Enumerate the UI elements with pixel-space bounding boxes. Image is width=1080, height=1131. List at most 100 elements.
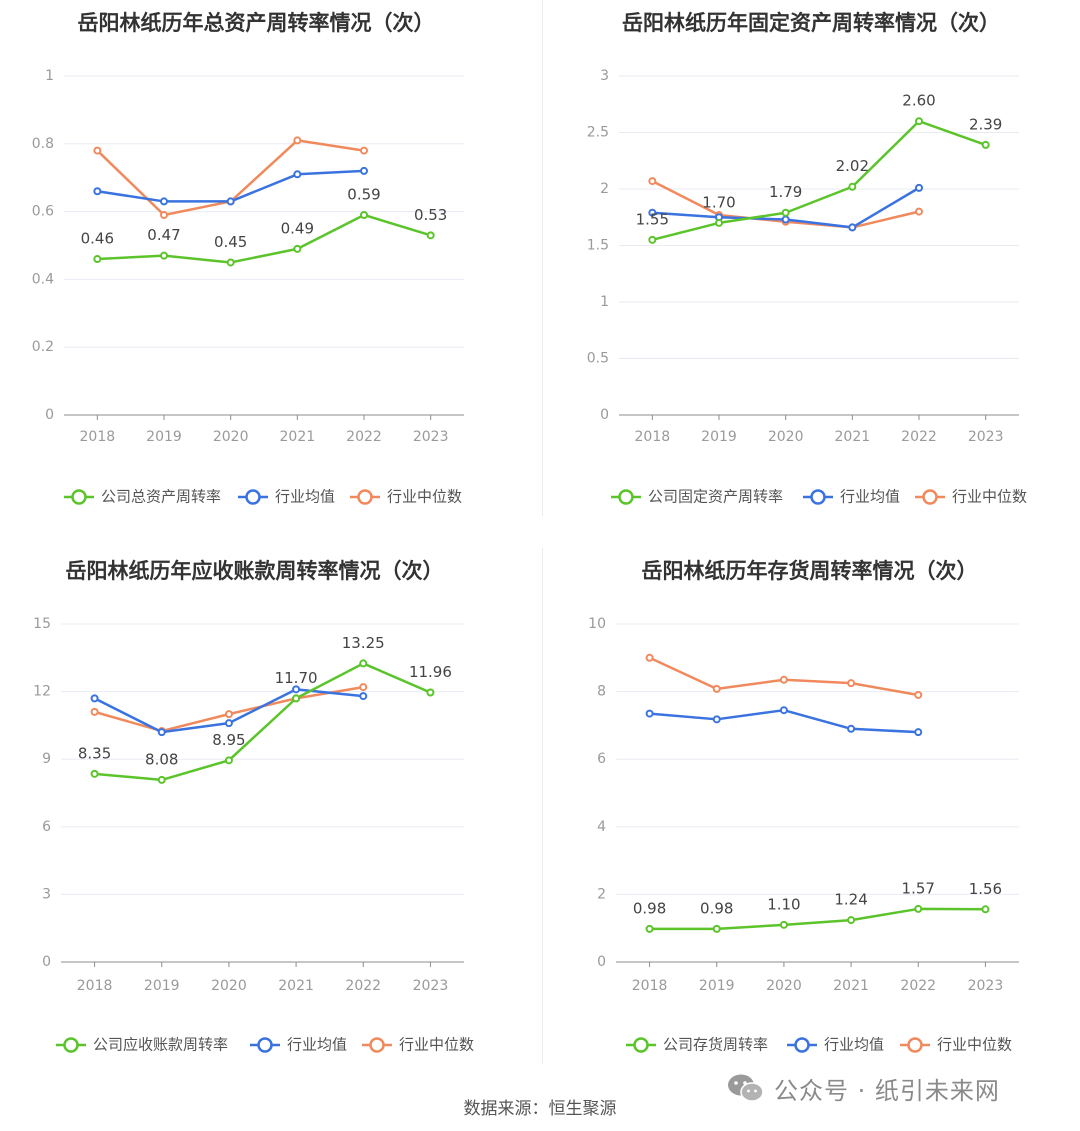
data-point-median <box>224 710 233 719</box>
data-point-median <box>93 146 102 155</box>
data-point-avg <box>712 715 721 724</box>
y-tick-label: 0.5 <box>587 351 609 367</box>
watermark-text: 公众号 · 纸引未来网 <box>774 1076 1000 1105</box>
y-tick-label: 10 <box>588 616 606 632</box>
data-point-median <box>779 675 788 684</box>
data-label: 0.98 <box>633 899 666 917</box>
legend-item-avg: 行业均值 <box>803 488 900 506</box>
x-tick-label: 2018 <box>80 429 116 445</box>
y-tick-label: 1 <box>45 68 54 84</box>
data-point-company <box>224 756 233 765</box>
series-line-company <box>97 213 432 264</box>
chart-panel-fixed-asset-turnover: 岳阳林纸历年固定资产周转率情况（次） 0 0.5 1 1.5 2 2.5 3 2018 2019 2… <box>540 0 1080 548</box>
x-tick-label: 2020 <box>211 978 247 994</box>
legend-label: 行业均值 <box>840 488 900 506</box>
data-label: 2.60 <box>902 92 935 110</box>
chart-body: 岳阳林纸历年应收账款周转率情况（次） 0 3 6 9 12 15 2018 2019 2020 20… <box>33 559 474 1054</box>
x-tick-label: 2019 <box>144 978 180 994</box>
legend-marker-icon <box>810 489 826 505</box>
legend-marker-icon <box>369 1037 385 1053</box>
data-label: 8.95 <box>212 731 245 749</box>
data-point-company <box>226 258 235 267</box>
data-point-avg <box>160 197 168 206</box>
data-point-avg <box>93 187 102 196</box>
chart-panel-total-asset-turnover: 岳阳林纸历年总资产周转率情况（次） 0 0.2 0.4 0.6 0.8 1 2018 2019 2… <box>0 0 540 548</box>
data-point-company <box>426 231 435 240</box>
data-label: 1.57 <box>902 879 935 897</box>
y-tick-label: 1 <box>600 294 609 310</box>
legend-label: 公司应收账款周转率 <box>93 1036 228 1054</box>
chart-receivables-turnover: 岳阳林纸历年应收账款周转率情况（次） 0 3 6 9 12 15 2018 2019 2020 20… <box>33 559 474 1054</box>
chart-fixed-asset-turnover: 岳阳林纸历年固定资产周转率情况（次） 0 0.5 1 1.5 2 2.5 3 2018 2019 2… <box>587 11 1027 506</box>
data-point-avg <box>847 724 856 733</box>
y-tick-label: 0.6 <box>32 204 54 220</box>
data-label: 0.59 <box>347 185 380 203</box>
data-point-avg <box>848 223 857 232</box>
x-tick-label: 2018 <box>632 978 668 994</box>
y-tick-label: 0.2 <box>32 339 54 355</box>
data-point-median <box>648 177 657 186</box>
data-label: 0.45 <box>214 233 247 251</box>
legend-marker-icon <box>922 489 938 505</box>
legend-item-company: 公司应收账款周转率 <box>56 1036 228 1054</box>
legend-marker-icon <box>907 1037 923 1053</box>
data-point-company <box>93 255 102 264</box>
data-point-company <box>779 920 788 929</box>
x-tick-label: 2022 <box>345 978 381 994</box>
data-point-company <box>360 210 368 219</box>
legend-item-median: 行业中位数 <box>362 1036 474 1054</box>
data-point-avg <box>914 728 923 737</box>
x-tick-label: 2018 <box>635 429 671 445</box>
data-label: 13.25 <box>342 634 385 652</box>
x-tick-label: 2021 <box>835 429 871 445</box>
data-label: 0.46 <box>81 230 114 248</box>
data-point-median <box>847 679 856 688</box>
y-tick-label: 15 <box>33 616 51 632</box>
data-point-company <box>160 251 168 260</box>
data-point-company <box>914 904 923 913</box>
data-point-avg <box>781 215 790 224</box>
y-tick-label: 6 <box>597 751 606 767</box>
x-tick-label: 2023 <box>968 978 1004 994</box>
legend-label: 公司存货周转率 <box>663 1036 768 1054</box>
legend-marker-icon <box>257 1037 273 1053</box>
data-label: 1.70 <box>702 193 735 211</box>
data-label: 8.35 <box>78 744 111 762</box>
data-point-avg <box>292 685 301 694</box>
data-point-avg <box>157 728 166 737</box>
x-tick-label: 2021 <box>833 978 869 994</box>
chart-title: 岳阳林纸历年固定资产周转率情况（次） <box>622 11 1000 35</box>
data-label: 1.55 <box>636 210 669 228</box>
x-tick-label: 2020 <box>766 978 802 994</box>
data-point-avg <box>648 208 657 217</box>
data-label: 1.56 <box>969 880 1002 898</box>
legend-label: 行业中位数 <box>387 488 462 506</box>
chart-total-asset-turnover: 岳阳林纸历年总资产周转率情况（次） 0 0.2 0.4 0.6 0.8 1 2018 2019 2… <box>32 11 464 506</box>
legend-marker-icon <box>633 1037 649 1053</box>
x-tick-label: 2023 <box>968 429 1004 445</box>
y-tick-label: 2 <box>597 886 606 902</box>
data-label: 11.70 <box>275 669 318 687</box>
y-tick-label: 2 <box>600 181 609 197</box>
data-point-avg <box>226 197 235 206</box>
x-tick-label: 2020 <box>768 429 804 445</box>
legend-marker-icon <box>71 489 87 505</box>
y-tick-label: 0 <box>597 954 606 970</box>
y-tick-label: 0 <box>45 407 54 423</box>
y-tick-label: 3 <box>42 886 51 902</box>
legend-item-company: 公司总资产周转率 <box>64 488 221 506</box>
data-point-avg <box>915 183 923 192</box>
data-point-median <box>160 210 168 219</box>
data-point-avg <box>293 170 302 179</box>
chart-panel-receivables-turnover: 岳阳林纸历年应收账款周转率情况（次） 0 3 6 9 12 15 2018 2019 2020 20… <box>0 548 540 1096</box>
legend-marker-icon <box>63 1037 79 1053</box>
x-tick-label: 2022 <box>346 429 382 445</box>
data-label: 2.02 <box>836 157 869 175</box>
data-label: 1.10 <box>767 895 800 913</box>
series-line-company <box>649 907 986 931</box>
data-point-company <box>359 659 368 668</box>
legend-item-median: 行业中位数 <box>915 488 1027 506</box>
legend-item-avg: 行业均值 <box>250 1036 347 1054</box>
legend-item-company: 公司固定资产周转率 <box>611 488 783 506</box>
legend-label: 行业均值 <box>287 1036 347 1054</box>
